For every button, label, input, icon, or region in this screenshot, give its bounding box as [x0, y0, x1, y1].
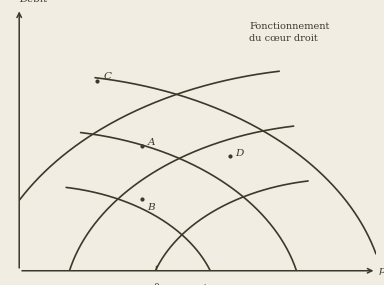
Text: +: +	[201, 283, 209, 285]
Text: D: D	[235, 149, 244, 158]
Text: –: –	[104, 283, 110, 285]
Text: B: B	[147, 203, 155, 212]
Text: Fonctionnement
du cœur droit: Fonctionnement du cœur droit	[249, 22, 329, 43]
Text: Débit: Débit	[19, 0, 48, 4]
Text: p.OD: p.OD	[379, 266, 384, 275]
Text: A: A	[147, 138, 155, 146]
Text: 0: 0	[153, 283, 159, 285]
Text: C: C	[103, 72, 111, 81]
